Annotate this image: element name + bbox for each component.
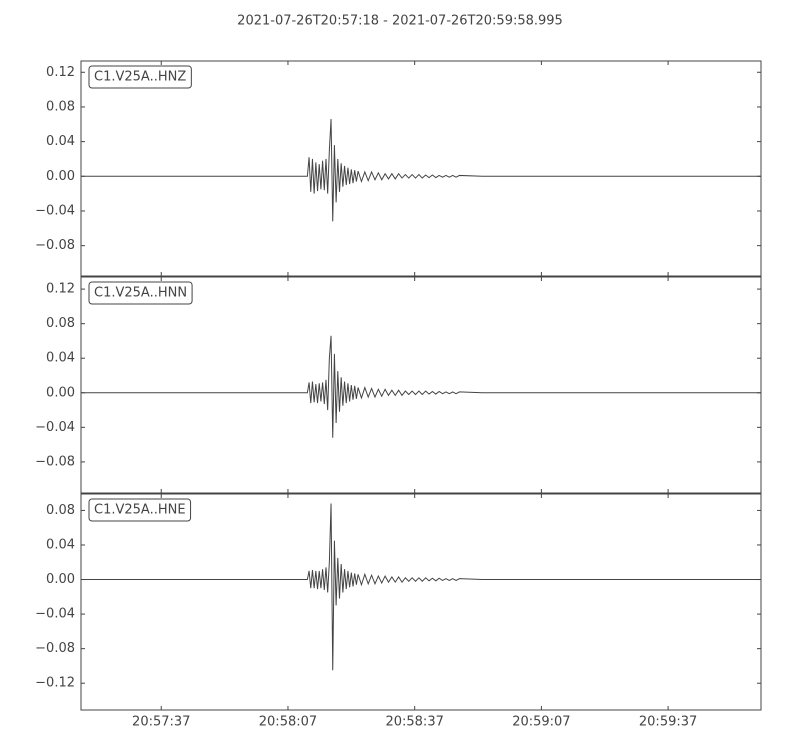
- trace-label: C1.V25A..HNN: [94, 286, 187, 301]
- waveform: [81, 335, 761, 438]
- y-tick-label: −0.04: [35, 420, 75, 435]
- y-tick-label: 0.04: [46, 537, 75, 552]
- x-tick-label: 20:57:37: [132, 715, 190, 730]
- trace-label: C1.V25A..HNZ: [94, 70, 186, 85]
- trace-label-box: [88, 65, 192, 89]
- y-tick-label: 0.00: [46, 572, 75, 587]
- y-tick-label: 0.00: [46, 169, 75, 184]
- x-tick-label: 20:59:37: [639, 715, 697, 730]
- trace-label-box: [88, 281, 193, 305]
- y-tick-label: 0.08: [46, 316, 75, 331]
- waveform: [81, 119, 761, 222]
- y-tick-label: 0.08: [46, 503, 75, 518]
- y-tick-label: −0.08: [35, 454, 75, 469]
- trace-label: C1.V25A..HNE: [94, 503, 186, 518]
- y-tick-label: 0.00: [46, 385, 75, 400]
- x-tick-label: 20:58:07: [259, 715, 317, 730]
- trace-label-box: [88, 498, 192, 522]
- y-tick-label: 0.04: [46, 351, 75, 366]
- y-tick-label: −0.12: [35, 676, 75, 691]
- y-tick-label: −0.04: [35, 203, 75, 218]
- y-tick-label: −0.08: [35, 238, 75, 253]
- x-tick-label: 20:59:07: [512, 715, 570, 730]
- page-title: 2021-07-26T20:57:18 - 2021-07-26T20:59:5…: [237, 14, 563, 29]
- y-tick-label: 0.12: [46, 282, 75, 297]
- y-tick-label: −0.08: [35, 641, 75, 656]
- plot-frame: [80, 493, 762, 711]
- plot-frame: [80, 276, 762, 494]
- y-tick-label: 0.12: [46, 65, 75, 80]
- waveform: [81, 503, 761, 671]
- plot-frame: [80, 60, 762, 277]
- x-tick-label: 20:58:37: [385, 715, 443, 730]
- y-tick-label: 0.08: [46, 99, 75, 114]
- y-tick-label: −0.04: [35, 607, 75, 622]
- y-tick-label: 0.04: [46, 134, 75, 149]
